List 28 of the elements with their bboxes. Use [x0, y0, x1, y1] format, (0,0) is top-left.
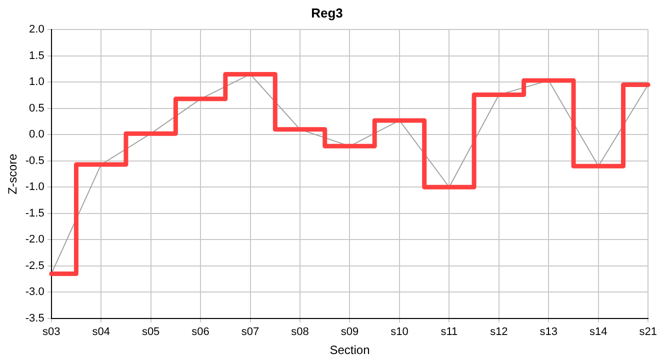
- x-tick-label: s11: [440, 326, 458, 338]
- y-tick-label: -3.0: [25, 286, 44, 298]
- x-axis-title: Section: [330, 343, 370, 358]
- y-tick-label: -0.5: [25, 154, 44, 167]
- chart-title: Reg3: [311, 5, 343, 20]
- y-axis-title: Z-score: [6, 153, 20, 194]
- y-tick-label: -2.0: [25, 234, 44, 246]
- x-tick-label: s13: [540, 326, 558, 338]
- y-tick-label: -2.5: [25, 260, 44, 272]
- x-tick-label: s05: [142, 326, 160, 338]
- x-tick-label: s14: [590, 326, 608, 338]
- y-tick-label: -3.5: [25, 312, 44, 324]
- y-tick-label: 1.0: [29, 76, 44, 88]
- y-tick-label: 0.0: [29, 128, 44, 141]
- y-tick-label: 2.0: [29, 24, 44, 36]
- y-tick-label: 0.5: [29, 102, 44, 114]
- x-tick-label: s03: [42, 326, 60, 338]
- x-tick-label: s08: [291, 326, 309, 338]
- x-tick-label: s09: [340, 326, 359, 338]
- x-tick-label: s21: [639, 326, 658, 338]
- x-tick-label: s07: [241, 326, 260, 338]
- x-tick-label: s04: [92, 326, 110, 338]
- x-tick-label: s06: [192, 326, 210, 338]
- x-tick-label: s10: [390, 326, 408, 338]
- x-tick-label: s12: [490, 326, 508, 338]
- y-tick-label: 1.5: [29, 50, 44, 62]
- y-tick-label: -1.0: [25, 181, 44, 194]
- y-tick-label: -1.5: [25, 207, 44, 220]
